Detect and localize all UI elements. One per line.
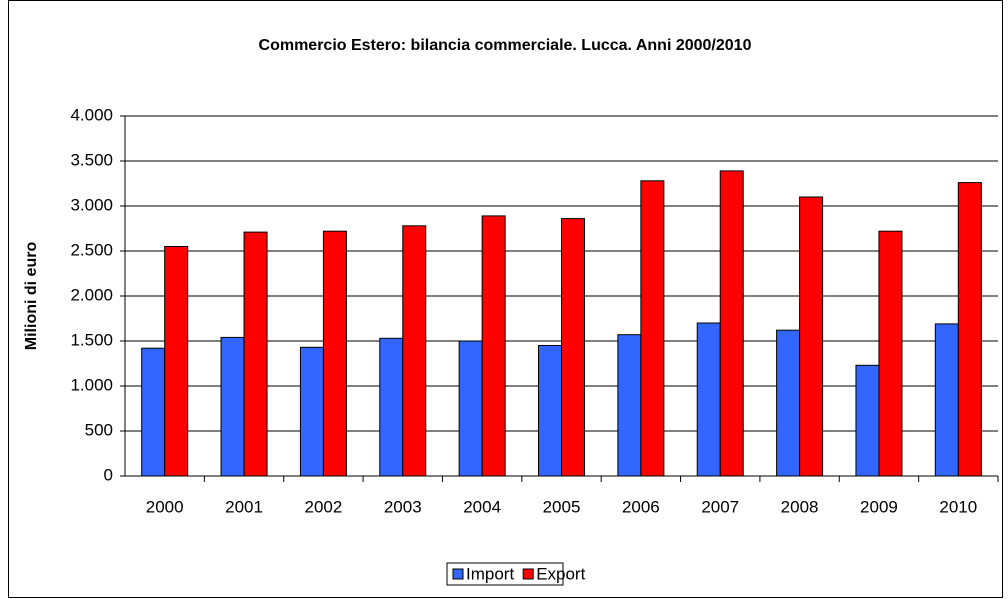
y-tick-label: 2.500: [70, 240, 113, 259]
y-tick-label: 3.500: [70, 150, 113, 169]
legend-label: Export: [536, 564, 585, 583]
y-tick-label: 4.000: [70, 105, 113, 124]
bar: [799, 196, 824, 477]
y-tick-label: 1.000: [70, 375, 113, 394]
y-tick-label: 3.000: [70, 195, 113, 214]
x-tick-label: 2004: [463, 497, 501, 516]
bar: [640, 180, 665, 477]
x-tick-label: 2007: [701, 497, 739, 516]
bar: [458, 340, 483, 477]
y-tick-label: 1.500: [70, 330, 113, 349]
bar: [776, 329, 801, 477]
bar: [617, 334, 642, 477]
x-tick-label: 2009: [860, 497, 898, 516]
x-tick-label: 2000: [146, 497, 184, 516]
chart-title: Commercio Estero: bilancia commerciale. …: [259, 37, 752, 54]
x-tick-label: 2001: [225, 497, 263, 516]
bar: [957, 182, 982, 477]
bar: [243, 231, 268, 477]
x-tick-label: 2006: [622, 497, 660, 516]
x-tick-label: 2005: [543, 497, 581, 516]
x-tick-label: 2010: [939, 497, 977, 516]
legend-swatch: [452, 568, 464, 580]
x-tick-label: 2002: [304, 497, 342, 516]
bar: [696, 322, 721, 477]
bar: [561, 218, 585, 477]
bar: [220, 336, 245, 477]
legend-label: Import: [466, 564, 514, 583]
bar: [538, 345, 562, 477]
legend-box: [446, 562, 564, 586]
bar: [379, 337, 404, 477]
y-axis-label: Milioni di euro: [23, 242, 40, 351]
x-tick-label: 2008: [781, 497, 819, 516]
y-tick-label: 500: [85, 420, 113, 439]
bar: [878, 230, 903, 477]
y-tick-label: 2.000: [70, 285, 113, 304]
bar: [299, 346, 324, 477]
bar: [719, 170, 744, 477]
bar: [481, 215, 506, 477]
bar: [934, 323, 959, 477]
legend-swatch: [522, 568, 534, 580]
x-tick-label: 2003: [384, 497, 422, 516]
bar: [164, 246, 189, 477]
y-tick-label: 0: [104, 465, 113, 484]
bar: [402, 225, 427, 477]
bar: [855, 364, 880, 477]
bar: [141, 347, 166, 477]
bar: [322, 230, 347, 477]
